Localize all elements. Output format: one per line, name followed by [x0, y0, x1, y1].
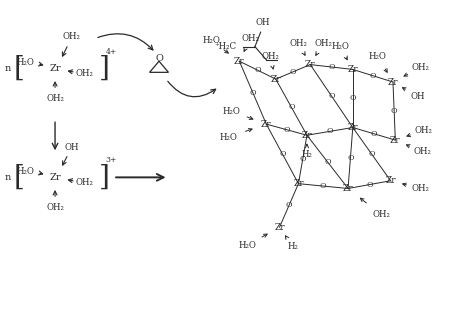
Text: [: [	[14, 55, 25, 82]
Text: O: O	[349, 94, 356, 102]
Text: Zr: Zr	[388, 77, 398, 87]
Text: n: n	[4, 64, 11, 73]
Text: O: O	[370, 72, 376, 80]
Text: H₂O: H₂O	[331, 42, 349, 51]
Text: Zr: Zr	[347, 123, 358, 132]
Text: Zr: Zr	[301, 131, 312, 140]
Text: OH₂: OH₂	[75, 69, 93, 78]
Text: Zr: Zr	[261, 120, 272, 129]
Text: Zr: Zr	[234, 57, 245, 66]
Text: OH₂: OH₂	[314, 39, 332, 48]
Text: OH₂: OH₂	[241, 34, 259, 43]
Text: n: n	[4, 173, 11, 182]
Text: O: O	[328, 63, 335, 71]
Text: OH: OH	[64, 143, 79, 152]
Text: Zr: Zr	[385, 176, 396, 185]
Text: H₂O: H₂O	[219, 133, 237, 142]
Text: ]: ]	[99, 164, 110, 191]
Text: 4+: 4+	[106, 47, 117, 56]
Text: Zr: Zr	[343, 184, 354, 193]
Text: O: O	[327, 127, 333, 135]
Text: OH₂: OH₂	[411, 184, 429, 193]
Text: Zr: Zr	[293, 179, 304, 188]
Text: O: O	[324, 158, 331, 166]
Text: O: O	[320, 182, 327, 190]
Text: O: O	[300, 155, 306, 163]
Text: H₂: H₂	[287, 242, 298, 251]
Text: H₂O: H₂O	[17, 58, 35, 67]
Text: Zr: Zr	[49, 173, 61, 182]
Text: O: O	[391, 107, 398, 115]
Text: Zr: Zr	[390, 136, 401, 145]
Text: H₂O: H₂O	[369, 52, 387, 61]
Text: OH₂: OH₂	[290, 39, 307, 48]
Text: H₂O: H₂O	[238, 240, 256, 250]
Text: O: O	[366, 181, 373, 189]
Text: O: O	[286, 201, 292, 210]
Text: 3+: 3+	[106, 156, 117, 164]
Text: OH₂: OH₂	[415, 126, 433, 135]
Text: OH₂: OH₂	[46, 94, 64, 103]
Text: Zr: Zr	[274, 223, 285, 232]
Text: Zr: Zr	[271, 75, 281, 84]
Text: OH₂: OH₂	[413, 147, 431, 156]
Text: O: O	[290, 68, 296, 76]
Text: OH: OH	[410, 92, 425, 101]
Text: OH₂: OH₂	[46, 203, 64, 212]
Text: [: [	[14, 164, 25, 191]
Text: O: O	[371, 130, 377, 138]
Text: O: O	[368, 150, 375, 158]
FancyArrowPatch shape	[168, 81, 216, 97]
Text: O: O	[347, 154, 354, 162]
FancyArrowPatch shape	[98, 34, 153, 50]
Text: OH₂: OH₂	[372, 210, 390, 219]
Text: O: O	[288, 103, 295, 111]
Text: OH₂: OH₂	[63, 33, 81, 41]
Text: H₂: H₂	[301, 150, 312, 159]
Text: O: O	[254, 66, 261, 74]
Text: H₂O: H₂O	[202, 36, 220, 45]
Text: OH₂: OH₂	[411, 63, 429, 72]
Text: OH₂: OH₂	[261, 52, 279, 61]
Text: ⁺H₂C: ⁺H₂C	[214, 42, 236, 51]
Text: OH₂: OH₂	[75, 178, 93, 187]
Text: Zr: Zr	[49, 64, 61, 73]
Text: OH: OH	[256, 18, 270, 27]
Text: Zr: Zr	[305, 60, 316, 69]
Text: O: O	[249, 89, 256, 97]
Text: H₂O: H₂O	[17, 167, 35, 176]
Text: Zr: Zr	[347, 65, 358, 74]
Text: O: O	[283, 126, 290, 134]
Text: O: O	[279, 150, 286, 158]
Text: O: O	[328, 92, 335, 100]
Text: O: O	[155, 54, 163, 63]
Text: ]: ]	[99, 55, 110, 82]
Text: H₂O: H₂O	[222, 106, 240, 116]
